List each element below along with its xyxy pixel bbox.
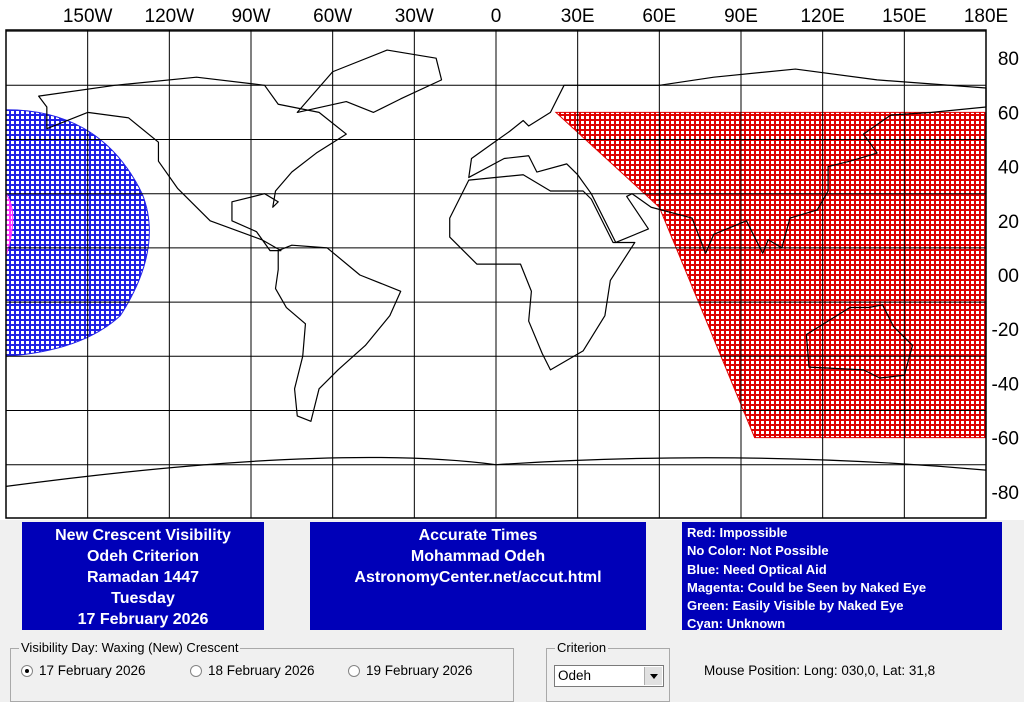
title-line-3: Ramadan 1447 xyxy=(86,569,200,586)
map-frame xyxy=(5,29,987,519)
longitude-label: 120W xyxy=(145,6,195,27)
radio-day-1[interactable]: 17 February 2026 xyxy=(21,663,146,678)
longitude-label: 180E xyxy=(964,6,1008,27)
latitude-label: -20 xyxy=(992,320,1019,341)
latitude-label: 60 xyxy=(998,103,1019,124)
latitude-label: 40 xyxy=(998,158,1019,179)
latitude-label: -60 xyxy=(992,429,1019,450)
dropdown-arrow-icon[interactable] xyxy=(644,667,662,685)
radio-day-1-label[interactable]: 17 February 2026 xyxy=(39,663,146,678)
longitude-label: 90E xyxy=(724,6,758,27)
title-line-2: Odeh Criterion xyxy=(86,548,199,565)
radio-day-3-label[interactable]: 19 February 2026 xyxy=(366,663,473,678)
radio-day-2[interactable]: 18 February 2026 xyxy=(190,663,315,678)
australia-outline xyxy=(805,304,914,379)
radio-unchecked-icon[interactable] xyxy=(190,664,202,677)
world-map-svg[interactable]: 150W 120W 90W 60W 30W 0 30E 60E 90E 120E 150E 180E 8… xyxy=(0,0,1024,520)
legend-blue: Blue: Need Optical Aid xyxy=(687,561,827,577)
legend-red: Red: Impossible xyxy=(687,525,788,540)
radio-unchecked-icon[interactable] xyxy=(348,664,360,677)
longitude-label: 150W xyxy=(63,6,113,27)
radio-day-3[interactable]: 19 February 2026 xyxy=(348,663,473,678)
legend-magenta: Magenta: Could be Seen by Naked Eye xyxy=(687,579,927,595)
legend-no-color: No Color: Not Possible xyxy=(687,543,829,559)
criterion-value[interactable]: Odeh xyxy=(558,668,592,683)
legend-box: Red: Impossible No Color: Not Possible B… xyxy=(682,522,1002,630)
legend-cyan: Cyan: Unknown xyxy=(687,616,786,630)
red-impossible-region xyxy=(554,111,987,439)
visibility-map[interactable]: 150W 120W 90W 60W 30W 0 30E 60E 90E 120E 150E 180E 8… xyxy=(0,0,1024,520)
criterion-title: Criterion xyxy=(555,640,609,656)
title-box: New Crescent Visibility Odeh Criterion R… xyxy=(22,522,264,630)
latitude-label: 00 xyxy=(998,266,1019,287)
times-line-3: AstronomyCenter.net/accut.html xyxy=(354,569,602,586)
longitude-label: 60E xyxy=(642,6,676,27)
blue-optical-aid-region xyxy=(5,109,150,357)
longitude-label: 0 xyxy=(491,6,502,27)
times-box: Accurate Times Mohammad Odeh AstronomyCe… xyxy=(310,522,646,630)
latitude-label: -80 xyxy=(992,483,1019,504)
latitude-label: 20 xyxy=(998,212,1019,233)
latitude-label: 80 xyxy=(998,49,1019,70)
times-line-1: Accurate Times xyxy=(418,527,538,544)
longitude-label: 150E xyxy=(882,6,926,27)
visibility-day-title: Visibility Day: Waxing (New) Crescent xyxy=(19,640,241,656)
title-line-1: New Crescent Visibility xyxy=(55,527,231,544)
longitude-label: 30W xyxy=(395,6,434,27)
longitude-label: 60W xyxy=(313,6,352,27)
criterion-select[interactable]: Odeh xyxy=(554,665,664,687)
south-america-outline xyxy=(274,244,402,422)
longitude-label: 120E xyxy=(800,6,844,27)
radio-checked-icon[interactable] xyxy=(21,664,33,677)
longitude-label: 30E xyxy=(561,6,595,27)
africa-outline xyxy=(449,174,636,371)
north-america-outline xyxy=(38,76,347,252)
radio-day-2-label[interactable]: 18 February 2026 xyxy=(208,663,315,678)
mouse-position-readout: Mouse Position: Long: 030,0, Lat: 31,8 xyxy=(704,663,936,678)
visibility-day-group: Visibility Day: Waxing (New) Crescent 17… xyxy=(10,640,514,702)
times-line-2: Mohammad Odeh xyxy=(410,548,546,565)
longitude-label: 90W xyxy=(231,6,270,27)
legend-green: Green: Easily Visible by Naked Eye xyxy=(687,598,904,614)
greenland-outline xyxy=(296,49,443,113)
title-line-5: 17 February 2026 xyxy=(77,611,209,628)
latitude-label: -40 xyxy=(992,374,1019,395)
criterion-group: Criterion Odeh xyxy=(546,640,670,702)
title-line-4: Tuesday xyxy=(111,590,175,607)
